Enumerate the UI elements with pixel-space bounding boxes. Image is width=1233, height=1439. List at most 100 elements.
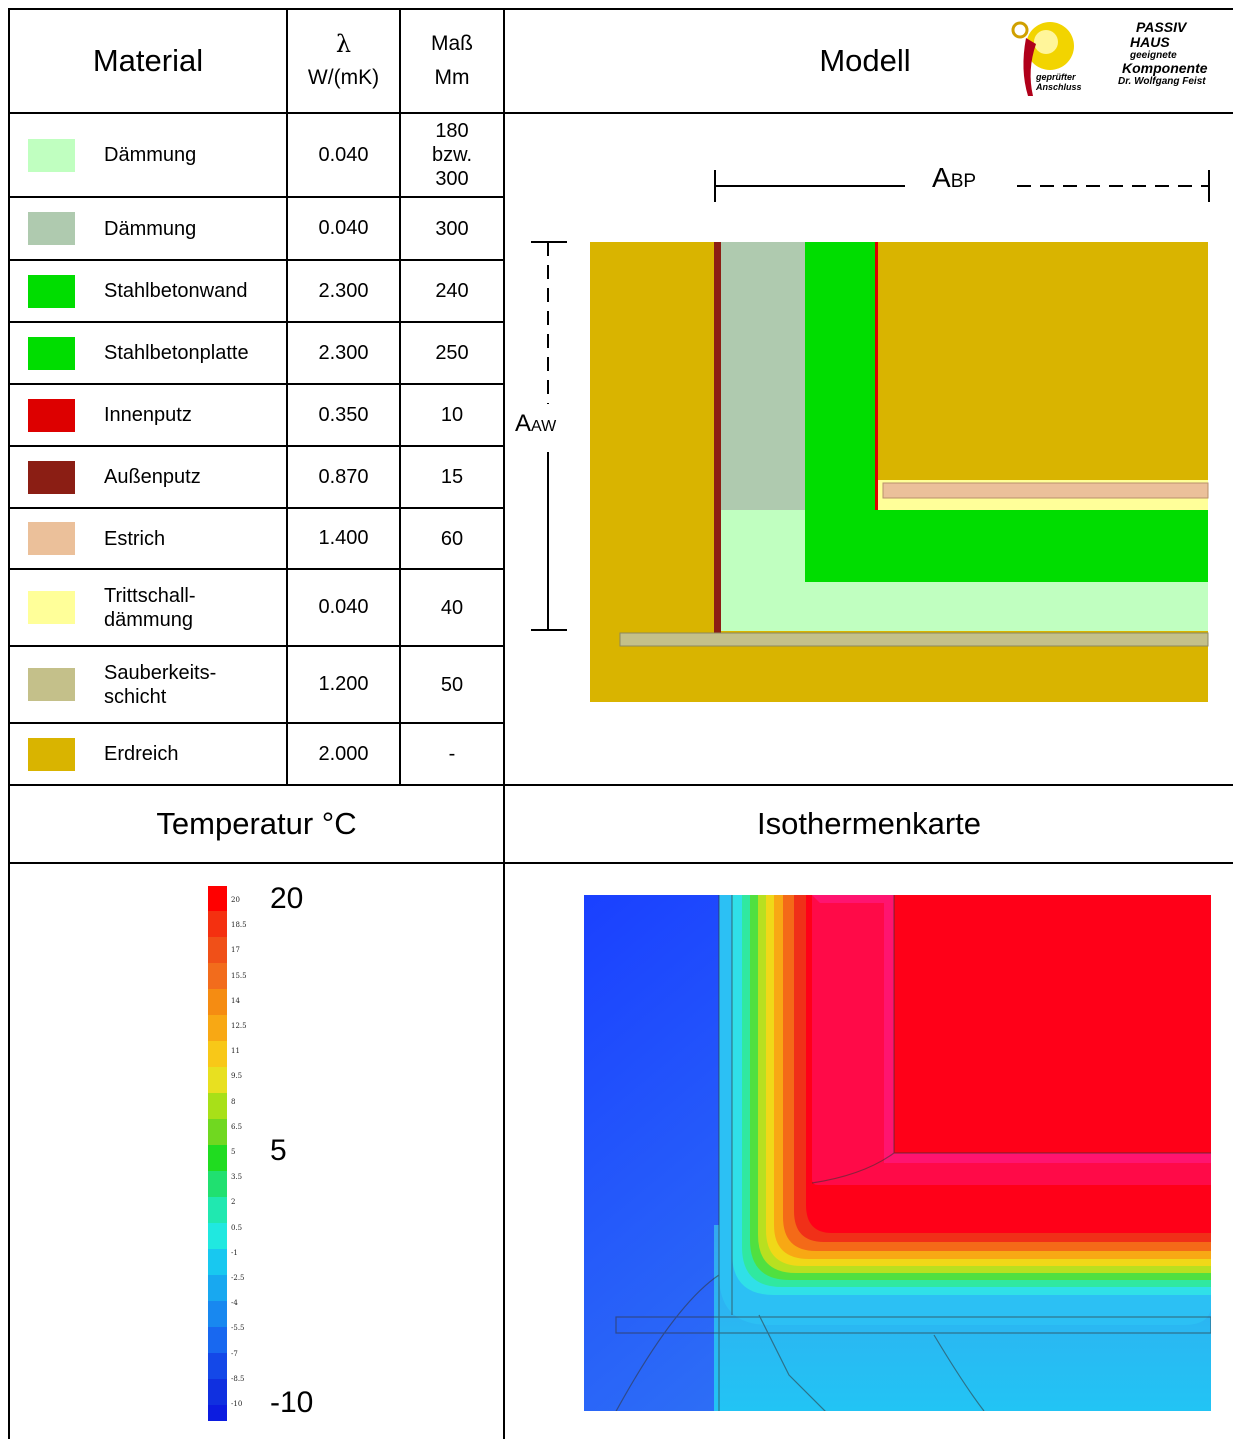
seal-line1: geprüfter bbox=[1036, 72, 1076, 82]
isotherm-map bbox=[584, 895, 1211, 1411]
mass-line1: Maß bbox=[431, 32, 473, 55]
material-lambda: 2.300 bbox=[318, 279, 369, 302]
material-swatch bbox=[28, 522, 75, 555]
logo-text: PASSIV HAUS geeignete Komponente Dr. Wol… bbox=[1118, 19, 1228, 88]
section-temperature-title: Temperatur °C bbox=[156, 806, 357, 841]
scale-tick-label: 5 bbox=[231, 1148, 236, 1156]
material-lambda: 0.040 bbox=[318, 143, 369, 166]
row-divider bbox=[8, 507, 505, 509]
material-swatch bbox=[28, 591, 75, 624]
outer-plaster-layer bbox=[714, 242, 721, 634]
scale-tick-label: 8 bbox=[231, 1097, 236, 1106]
seal-text: geprüfter Anschluss bbox=[1036, 72, 1082, 92]
material-thickness: 240 bbox=[435, 280, 469, 302]
scale-bar bbox=[208, 886, 227, 1421]
scale-tick-label: 14 bbox=[231, 996, 240, 1005]
seal-line2: Anschluss bbox=[1036, 82, 1082, 92]
material-swatch bbox=[28, 336, 75, 370]
material-name: Stahlbetonplatte bbox=[104, 342, 249, 364]
row-divider bbox=[8, 196, 505, 198]
material-swatch bbox=[28, 398, 75, 432]
material-thickness: 15 bbox=[440, 466, 464, 488]
header-material: Material bbox=[92, 43, 204, 78]
logo-line1: PASSIV bbox=[1136, 19, 1187, 35]
scale-tick-label: -4 bbox=[231, 1299, 238, 1308]
row-divider bbox=[8, 722, 505, 724]
logo-line4: Komponente bbox=[1122, 60, 1208, 76]
header-mass: Maß Mm bbox=[401, 10, 503, 112]
row-divider bbox=[8, 383, 505, 385]
material-name: Estrich bbox=[104, 527, 166, 550]
dimension-abp: ABP bbox=[932, 162, 977, 193]
row-divider bbox=[8, 445, 505, 447]
material-lambda: 1.400 bbox=[318, 527, 369, 549]
material-thickness: 60 bbox=[440, 527, 464, 550]
material-swatch bbox=[28, 212, 75, 245]
material-swatch bbox=[28, 668, 75, 701]
material-lambda: 0.870 bbox=[318, 465, 369, 488]
scale-tick-label: 15.5 bbox=[231, 971, 247, 980]
scale-tick-label: -10 bbox=[231, 1400, 243, 1408]
material-name: Sauberkeits- schicht bbox=[104, 661, 217, 708]
scale-tick-label: 0.5 bbox=[231, 1223, 243, 1232]
row-divider bbox=[8, 259, 505, 261]
col-border-lambda bbox=[286, 8, 288, 786]
row-divider bbox=[8, 568, 505, 570]
material-thickness: 40 bbox=[440, 596, 464, 619]
material-name: Erdreich bbox=[104, 743, 179, 765]
material-name: Außenputz bbox=[104, 466, 201, 488]
scale-tick-label: 20 bbox=[231, 896, 240, 904]
logo-line3: geeignete bbox=[1130, 50, 1177, 61]
insulation-grey-layer bbox=[721, 242, 806, 510]
material-lambda: 0.350 bbox=[318, 403, 369, 426]
material-thickness: 300 bbox=[435, 217, 469, 240]
temperature-scale: 20 18.5 17 15.5 14 12.5 11 9.5 8 6.5 5 3.5 2 0.5 -1 -2.… bbox=[0, 864, 503, 1439]
material-lambda: 0.040 bbox=[318, 217, 369, 239]
mass-line2: Mm bbox=[434, 66, 470, 89]
material-name: Dämmung bbox=[104, 144, 197, 166]
table-border-top bbox=[8, 8, 1233, 10]
scale-mid-label: 5 bbox=[270, 1134, 287, 1167]
col-border-mass bbox=[399, 8, 401, 786]
material-lambda: 1.200 bbox=[318, 673, 369, 695]
screed-layer bbox=[882, 482, 1209, 499]
material-name: Dämmung bbox=[104, 217, 197, 240]
scale-tick-label: 2 bbox=[231, 1198, 236, 1207]
material-name: Stahlbetonwand bbox=[104, 280, 248, 302]
scale-min-label: -10 bbox=[270, 1386, 314, 1419]
lambda-symbol: λ bbox=[335, 30, 352, 58]
table-border-section bbox=[8, 784, 1233, 786]
material-name: Trittschall- dämmung bbox=[104, 584, 196, 631]
material-thickness: 180 bzw. 300 bbox=[431, 120, 473, 190]
header-model: Modell bbox=[819, 43, 911, 78]
material-name: Innenputz bbox=[104, 404, 192, 426]
material-swatch bbox=[28, 274, 75, 308]
table-border-section2 bbox=[8, 862, 1233, 864]
logo-line5: Dr. Wolfgang Feist bbox=[1118, 76, 1206, 87]
row-divider bbox=[8, 645, 505, 647]
header-lambda: λ W/(mK) bbox=[288, 10, 399, 112]
scale-tick-label: -7 bbox=[231, 1349, 238, 1358]
material-thickness: 50 bbox=[440, 673, 464, 696]
material-thickness: 10 bbox=[440, 404, 464, 426]
material-thickness: - bbox=[448, 743, 456, 765]
lambda-unit: W/(mK) bbox=[307, 66, 380, 89]
scale-tick-label: 6.5 bbox=[231, 1122, 243, 1131]
col-border-model bbox=[503, 8, 505, 1439]
material-swatch bbox=[28, 460, 75, 494]
concrete-layer bbox=[805, 242, 1208, 582]
material-swatch bbox=[28, 737, 75, 771]
col-border-left bbox=[8, 8, 10, 1439]
material-lambda: 2.000 bbox=[318, 742, 369, 765]
section-isotherm-title: Isothermenkarte bbox=[757, 806, 981, 841]
passivhaus-logo: geprüfter Anschluss PASSIV HAUS geeignet… bbox=[1002, 18, 1227, 104]
scale-tick-label: 3.5 bbox=[231, 1173, 243, 1182]
scale-tick-label: -2.5 bbox=[231, 1274, 245, 1282]
model-drawing: ABP AAW bbox=[505, 114, 1233, 784]
blinding-layer bbox=[619, 632, 1209, 647]
scale-tick-label: 9.5 bbox=[231, 1072, 243, 1081]
material-lambda: 0.040 bbox=[318, 596, 369, 618]
logo-line2: HAUS bbox=[1130, 34, 1170, 50]
scale-tick-label: 18.5 bbox=[231, 921, 247, 930]
inner-plaster-layer bbox=[875, 242, 878, 510]
